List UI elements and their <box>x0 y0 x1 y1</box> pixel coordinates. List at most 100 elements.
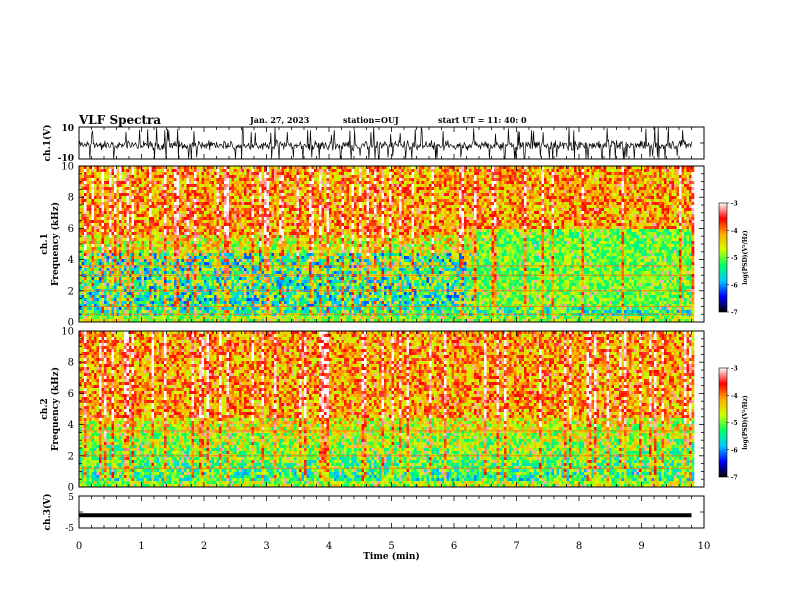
spectrogram-cell <box>294 223 297 227</box>
spectrogram-cell <box>149 208 152 212</box>
spectrogram-cell <box>139 292 142 296</box>
spectrogram-cell <box>96 181 100 185</box>
spectrogram-cell <box>141 241 145 245</box>
spectrogram-cell <box>161 190 165 194</box>
spectrogram-cell <box>214 235 217 239</box>
spectrogram-cell <box>194 268 197 272</box>
spectrogram-cell <box>94 268 97 272</box>
spectrogram-cell <box>99 205 102 209</box>
spectrogram-cell <box>119 169 122 173</box>
spectrogram-cell <box>226 253 230 257</box>
spectrogram-cell <box>311 166 315 170</box>
spectrogram-cell <box>191 172 195 176</box>
spectrogram-cell <box>149 187 152 191</box>
spectrogram-cell <box>301 286 305 290</box>
spectrogram-cell <box>286 256 290 260</box>
spectrogram-cell <box>224 232 227 236</box>
spectrogram-cell <box>79 229 82 233</box>
spectrogram-cell <box>229 271 232 275</box>
spectrogram-cell <box>199 301 202 305</box>
spectrogram-cell <box>146 235 150 239</box>
spectrogram-cell <box>189 223 192 227</box>
spectrogram-cell <box>111 208 115 212</box>
spectrogram-cell <box>221 214 225 218</box>
spectrogram-cell <box>199 292 202 296</box>
spectrogram-cell <box>301 190 305 194</box>
spectrogram-cell <box>146 202 150 206</box>
spectrogram-cell <box>136 217 140 221</box>
spectrogram-cell <box>304 202 307 206</box>
spectrogram-cell <box>271 226 275 230</box>
spectrogram-cell <box>286 298 290 302</box>
spectrogram-cell <box>281 307 285 311</box>
spectrogram-cell <box>124 271 127 275</box>
spectrogram-cell <box>209 187 212 191</box>
spectrogram-cell <box>179 262 182 266</box>
spectrogram-cell <box>259 196 262 200</box>
spectrogram-cell <box>271 187 275 191</box>
spectrogram-cell <box>254 244 257 248</box>
spectrogram-cell <box>269 169 272 173</box>
spectrogram-cell <box>184 190 187 194</box>
spectrogram-cell <box>241 265 245 269</box>
spectrogram-cell <box>256 238 260 242</box>
spectrogram-cell <box>214 253 217 257</box>
spectrogram-cell <box>169 319 172 322</box>
spectrogram-cell <box>146 214 150 218</box>
spectrogram-cell <box>101 229 105 233</box>
spectrogram-cell <box>279 298 282 302</box>
spectrogram-cell <box>311 196 315 200</box>
spectrogram-cell <box>244 268 247 272</box>
spectrogram-cell <box>244 184 247 188</box>
spectrogram-cell <box>311 169 315 173</box>
spectrogram-cell <box>104 271 107 275</box>
spectrogram-cell <box>229 292 232 296</box>
spectrogram-cell <box>84 214 87 218</box>
spectrogram-cell <box>224 217 227 221</box>
spectrogram-cell <box>281 181 285 185</box>
spectrogram-cell <box>104 220 107 224</box>
spectrogram-cell <box>109 226 112 230</box>
spectrogram-cell <box>124 295 127 299</box>
spectrogram-cell <box>274 265 277 269</box>
spectrogram-cell <box>159 295 162 299</box>
spectrogram-cell <box>94 196 97 200</box>
spectrogram-cell <box>164 259 167 263</box>
spectrogram-cell <box>214 166 217 170</box>
spectrogram-cell <box>86 250 90 254</box>
spectrogram-cell <box>244 271 247 275</box>
spectrogram-cell <box>114 229 117 233</box>
spectrogram-cell <box>109 259 112 263</box>
spectrogram-cell <box>196 304 200 308</box>
spectrogram-cell <box>271 277 275 281</box>
spectrogram-cell <box>219 178 222 182</box>
spectrogram-cell <box>121 214 125 218</box>
spectrogram-cell <box>126 268 130 272</box>
spectrogram-cell <box>119 181 122 185</box>
spectrogram-cell <box>211 268 215 272</box>
spectrogram-cell <box>131 280 135 284</box>
spectrogram-cell <box>256 301 260 305</box>
spectrogram-cell <box>239 193 242 197</box>
spectrogram-cell <box>271 292 275 296</box>
spectrogram-cell <box>209 319 212 322</box>
spectrogram-cell <box>239 196 242 200</box>
spectrogram-cell <box>161 208 165 212</box>
spectrogram-cell <box>119 208 122 212</box>
spectrogram-cell <box>99 238 102 242</box>
spectrogram-cell <box>221 286 225 290</box>
spectrogram-cell <box>154 235 157 239</box>
spectrogram-cell <box>109 301 112 305</box>
spectrogram-cell <box>299 223 302 227</box>
spectrogram-cell <box>231 211 235 215</box>
spectrogram-cell <box>299 175 302 179</box>
spectrogram-cell <box>86 199 90 203</box>
spectrogram-cell <box>244 259 247 263</box>
spectrogram-cell <box>236 199 240 203</box>
spectrogram-cell <box>99 214 102 218</box>
spectrogram-cell <box>136 280 140 284</box>
spectrogram-cell <box>226 280 230 284</box>
spectrogram-cell <box>164 220 167 224</box>
spectrogram-cell <box>81 172 85 176</box>
spectrogram-cell <box>179 256 182 260</box>
